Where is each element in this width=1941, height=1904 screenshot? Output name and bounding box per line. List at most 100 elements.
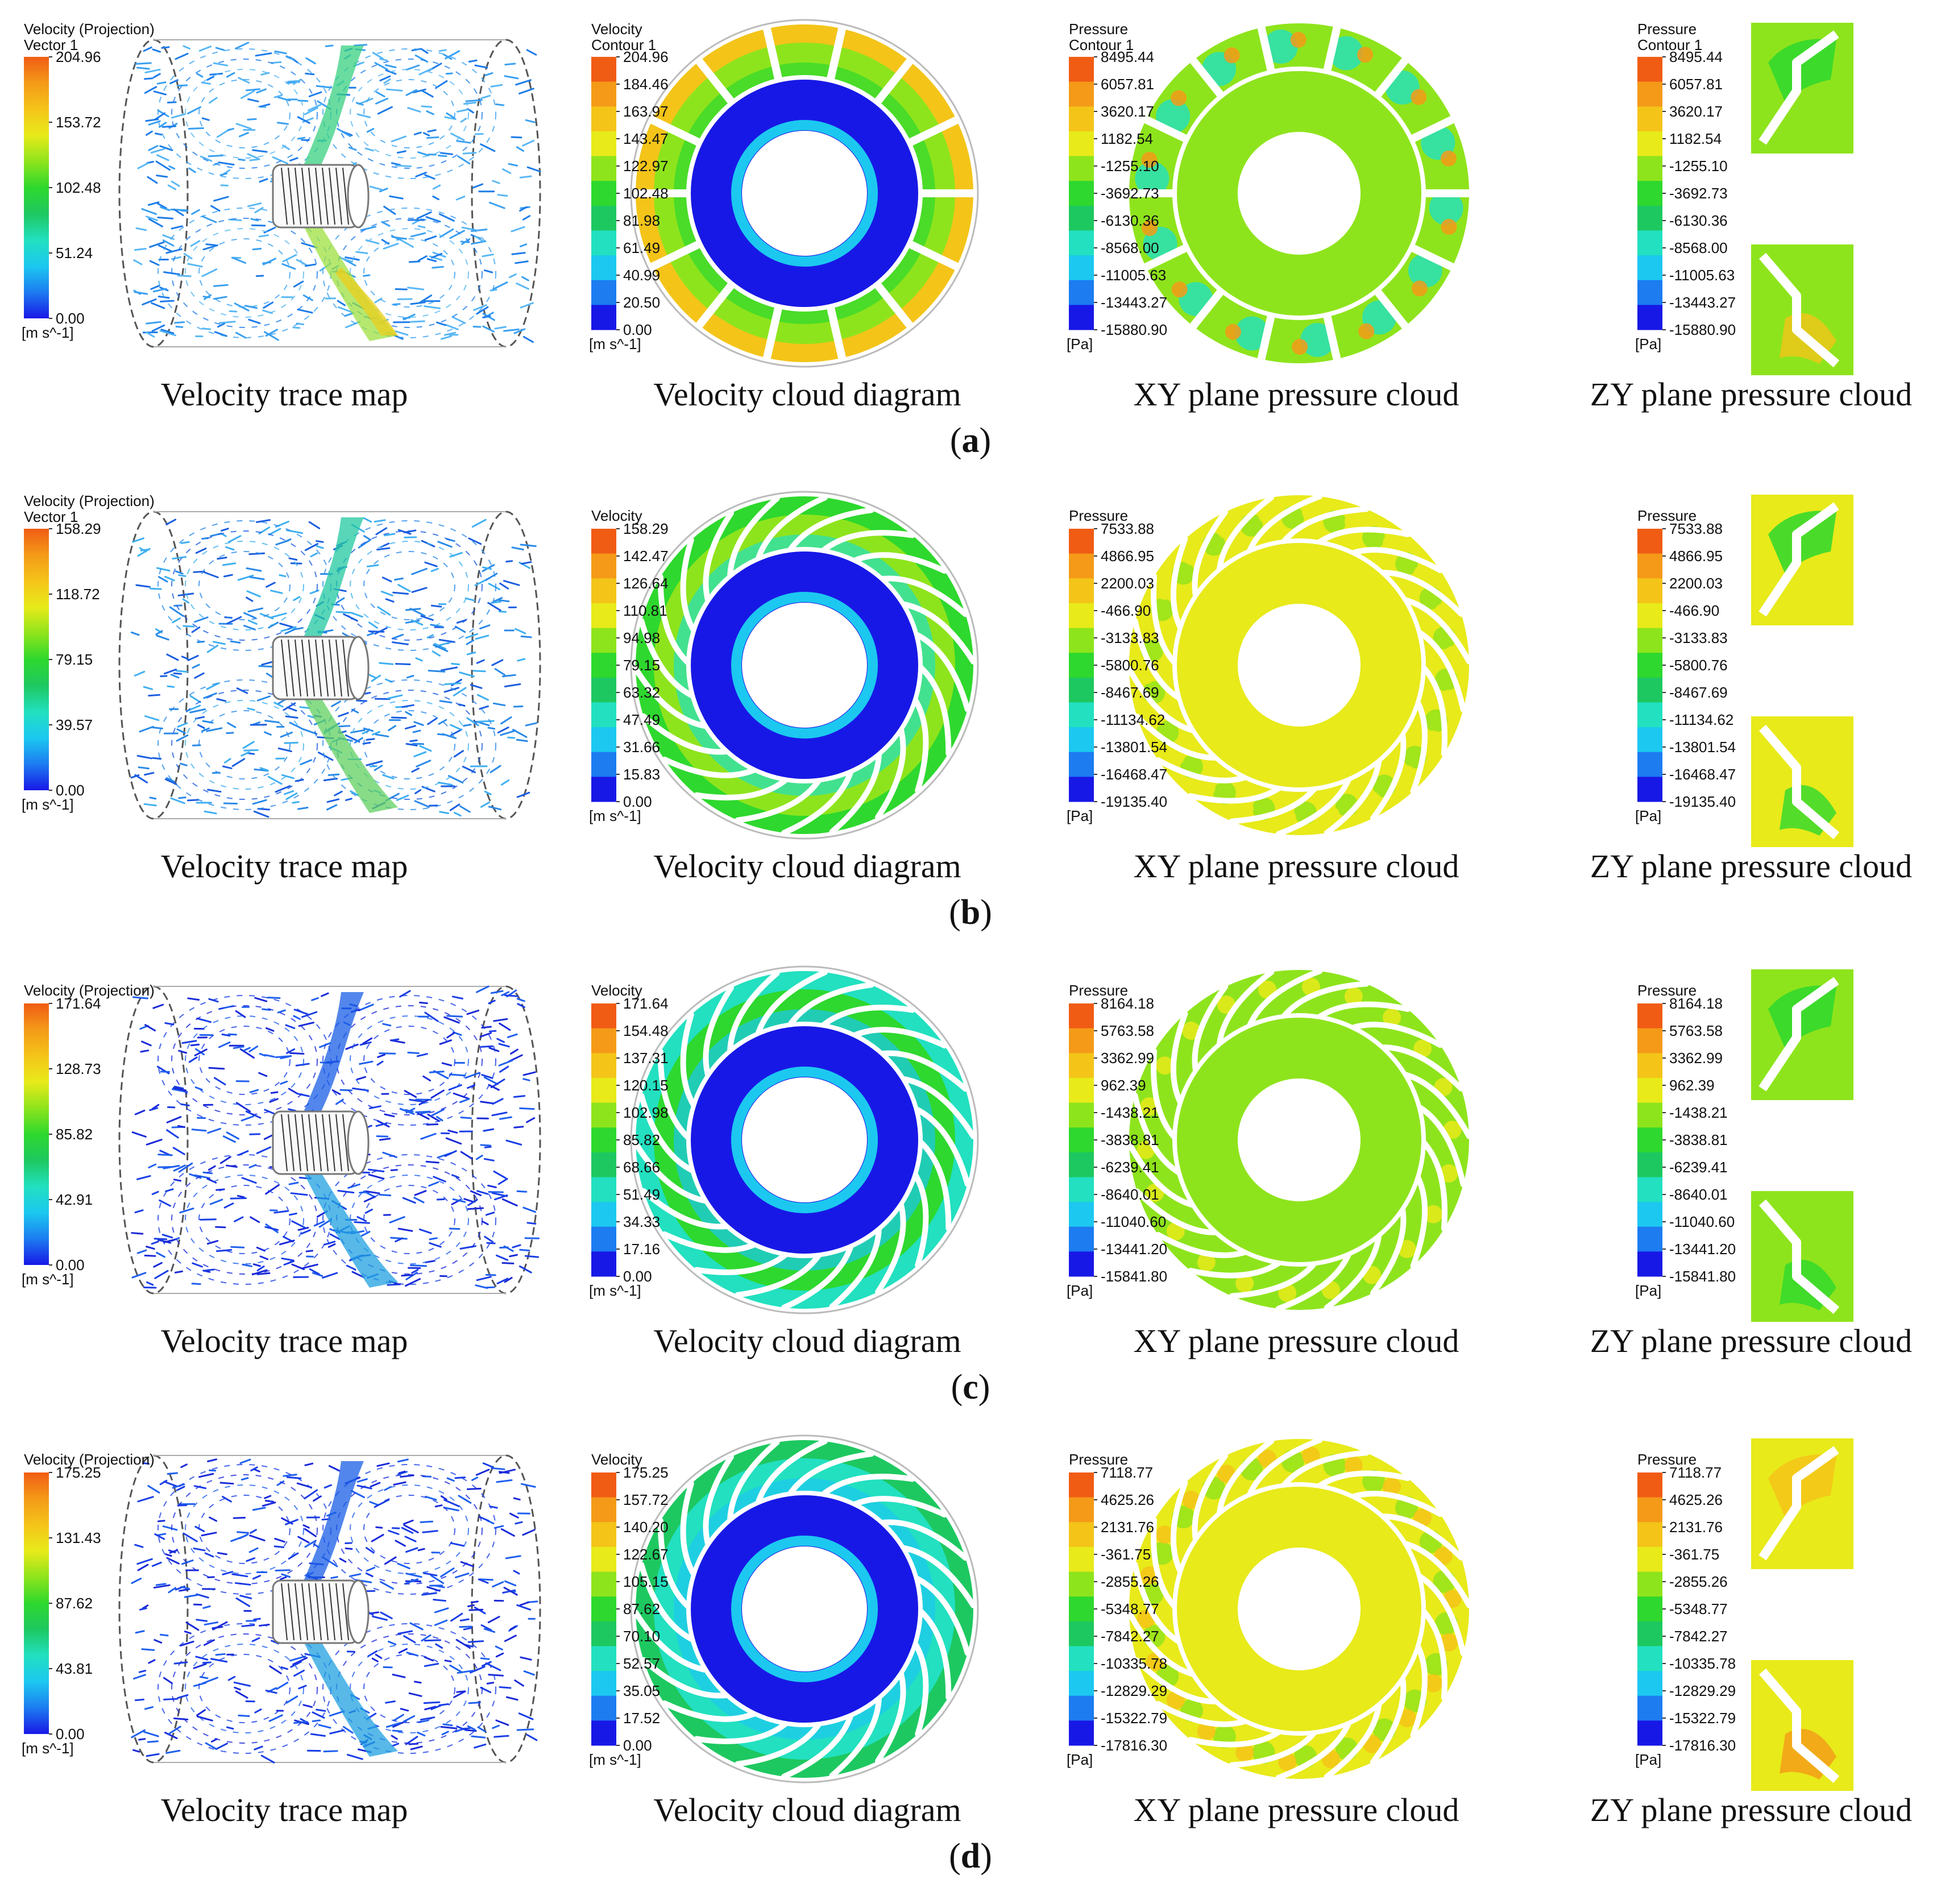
fan-blade-line (315, 639, 322, 697)
pressure-zy-colorbar-tick-label: -3838.81 (1669, 1131, 1728, 1148)
pressure-zy-colorbar-tick-label: -6130.36 (1669, 212, 1728, 229)
velocity-vector (409, 1098, 426, 1103)
pressure-xy-colorbar-tick-label: -11005.63 (1101, 267, 1166, 284)
velocity-vector (439, 811, 449, 815)
velocity-vector (487, 1184, 497, 1188)
velocity-vector (288, 1181, 299, 1185)
velocity-vector (388, 725, 397, 732)
velocity-cloud-colorbar-segment (591, 81, 616, 107)
pressure-high-pocket (1344, 987, 1363, 1006)
pressure-xy-colorbar-tick-label: -15841.80 (1101, 1268, 1167, 1285)
velocity-cloud-colorbar-segment (591, 106, 616, 132)
velocity-vector (156, 202, 167, 209)
velocity-vector (150, 587, 162, 590)
velocity-vector (280, 1080, 288, 1085)
velocity-vector (444, 682, 462, 686)
velocity-vector (316, 545, 324, 549)
xy-plane-pressure-cloud (1125, 491, 1474, 840)
vortex-streak (171, 1633, 318, 1744)
velocity-vector (144, 1706, 154, 1710)
velocity-vector (387, 694, 403, 700)
fan-blade-line (322, 1114, 329, 1172)
velocity-cloud-colorbar-tick-label: 35.05 (623, 1682, 660, 1699)
velocity-vector (364, 1208, 373, 1214)
pressure-high-pocket (1141, 152, 1158, 168)
velocity-vector (487, 1616, 500, 1624)
blade (703, 1454, 734, 1550)
velocity-vector (215, 1653, 226, 1656)
velocity-vector (436, 1115, 443, 1122)
pressure-high-pocket (1424, 1205, 1443, 1223)
velocity-vector (356, 1478, 368, 1483)
pressure-zy-colorbar-segment (1637, 1102, 1662, 1128)
pressure-high-pocket (1290, 32, 1307, 48)
velocity-vector (168, 165, 176, 170)
velocity-cloud-colorbar-title: Velocity (591, 20, 642, 38)
velocity-vector (466, 639, 475, 645)
fan-blade-line (281, 639, 288, 697)
velocity-vector (164, 1732, 178, 1739)
velocity-vector (269, 1098, 279, 1103)
velocity-vector (492, 180, 500, 184)
velocity-vector (161, 46, 170, 49)
velocity-vector (156, 1251, 165, 1258)
velocity-vector (397, 1630, 413, 1635)
velocity-vector (395, 288, 408, 291)
pressure-xy-colorbar-tick-label: -5348.77 (1101, 1600, 1159, 1617)
blade (897, 1075, 976, 1139)
velocity-trace-colorbar-unit: [m s^-1] (22, 1740, 74, 1757)
velocity-vector (256, 88, 267, 94)
velocity-vector (279, 623, 295, 628)
velocity-vector (507, 736, 516, 739)
zy-lower-blade (1758, 724, 1840, 840)
pressure-zy-colorbar-tick-label: 3620.17 (1669, 103, 1723, 120)
velocity-vector (171, 225, 183, 230)
velocity-vector (300, 759, 313, 766)
pressure-xy-colorbar-tick-label: 2200.03 (1101, 575, 1154, 592)
velocity-vector (138, 766, 150, 770)
velocity-vector (367, 632, 375, 636)
velocity-vector (508, 163, 519, 167)
velocity-vector (458, 1495, 472, 1504)
velocity-vector (397, 1227, 413, 1232)
vortex-streak (198, 710, 291, 779)
blade (1192, 1453, 1229, 1546)
outer-shroud (1125, 19, 1474, 368)
velocity-vector (436, 1198, 445, 1201)
velocity-vector (250, 1529, 257, 1534)
velocity-cloud-colorbar-segment (591, 1646, 616, 1671)
velocity-vector (360, 226, 377, 231)
pressure-zy-colorbar-segment (1637, 280, 1662, 305)
velocity-vector (152, 73, 161, 78)
velocity-vector (466, 652, 476, 656)
velocity-vector (293, 1720, 308, 1724)
blade (1324, 1698, 1382, 1779)
blade (1170, 1480, 1188, 1578)
velocity-vector (258, 1072, 268, 1077)
velocity-vector (331, 1089, 341, 1096)
velocity-vector (150, 148, 165, 154)
velocity-trace-colorbar-tick-label: 79.15 (56, 651, 93, 668)
velocity-vector (285, 792, 298, 800)
blade (818, 530, 915, 556)
hub-hole (743, 1548, 866, 1670)
velocity-cloud-colorbar-tick-label: 163.97 (623, 103, 669, 120)
blade (875, 724, 906, 820)
velocity-vector (196, 1017, 212, 1023)
hub-hole (743, 604, 866, 727)
velocity-vector (526, 1222, 537, 1225)
velocity-vector (284, 741, 298, 744)
velocity-vector (135, 584, 151, 588)
blade (754, 495, 828, 565)
velocity-vector (438, 719, 447, 725)
pressure-zy-colorbar-tick-label: 1182.54 (1669, 130, 1722, 147)
velocity-cloud-colorbar-tick-label: 102.98 (623, 1104, 669, 1121)
velocity-vector (466, 1009, 480, 1015)
blade (785, 982, 874, 1031)
velocity-vector (463, 724, 472, 727)
velocity-vector (143, 46, 152, 52)
velocity-trace-colorbar-tick-label: 0.00 (56, 1256, 85, 1274)
velocity-vector (345, 1043, 359, 1050)
pressure-xy-colorbar-tick-label: -11134.62 (1101, 711, 1165, 728)
